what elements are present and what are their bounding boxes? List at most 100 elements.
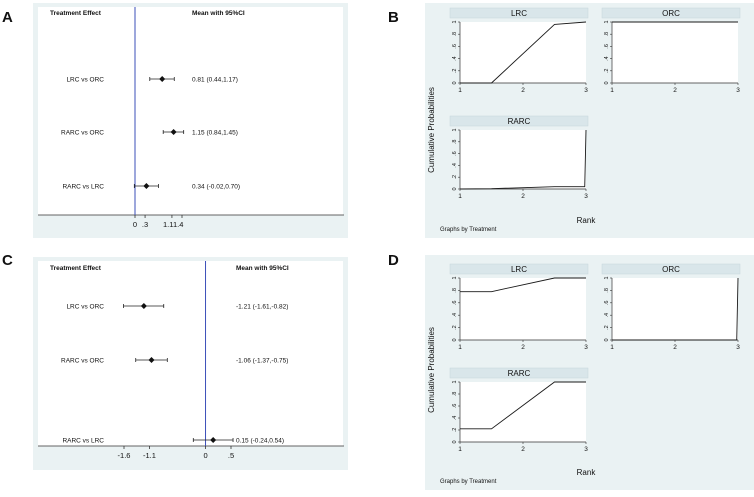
rank-x-tick-label: 2 [521,87,525,94]
rank-x-tick-label: 2 [521,193,525,200]
forest-plot-a: Treatment Effect Mean with 95%CI LRC vs OR… [33,3,348,238]
forest-row-label: LRC vs ORC [66,77,104,84]
forest-tick-label: 0 [133,220,137,229]
forest-point-estimate [143,183,150,189]
rank-subplot-strip [601,263,741,275]
rank-y-tick-label: .4 [452,313,458,318]
rank-y-tick-label: .2 [452,325,458,330]
forest-row-ci-text: 0.34 (-0.02,0.70) [192,184,240,191]
forest-header-effect: Treatment Effect [50,10,102,17]
rank-y-tick-label: 0 [604,338,610,341]
rank-x-tick-label: 1 [610,344,614,351]
rank-subplot-area [460,22,586,83]
forest-header-ci: Mean with 95%CI [236,265,289,272]
rank-subplot-title: ORC [662,9,680,18]
rank-y-tick-label: 1 [452,276,458,279]
rank-plot-d: Cumulative Probabilities LRC 0 .2 .4 .6 .8 1 1 2 3… [425,255,754,490]
rank-subplot-strip [449,115,589,127]
rank-x-tick-label: 3 [736,87,740,94]
forest-plot-area [38,261,343,446]
rank-subplot-strip [449,263,589,275]
rank-subplot-area [460,382,586,442]
rank-y-tick-label: .4 [452,163,458,168]
forest-row-label: RARC vs LRC [62,438,104,445]
forest-tick-label: .5 [228,451,234,460]
rank-subplot-strip [601,7,741,19]
rank-y-tick-label: .4 [452,416,458,421]
rank-y-tick-label: .8 [604,32,610,37]
rank-y-tick-label: 0 [452,187,458,190]
rank-y-tick-label: .6 [604,44,610,49]
forest-tick-label: -1.6 [118,451,131,460]
rank-y-tick-label: .6 [604,301,610,306]
panel-letter-c: C [2,252,13,269]
rank-x-tick-label: 2 [521,446,525,453]
rank-y-tick-label: .6 [452,301,458,306]
forest-row-label: RARC vs LRC [62,184,104,191]
rank-x-tick-label: 2 [521,344,525,351]
rank-y-tick-label: .8 [452,140,458,145]
rank-y-tick-label: 1 [604,276,610,279]
rank-x-tick-label: 3 [736,344,740,351]
rank-subplot-title: ORC [662,265,680,274]
rank-y-tick-label: .6 [452,404,458,409]
rank-x-tick-label: 1 [458,344,462,351]
forest-point-estimate [159,76,166,82]
forest-row-ci-text: 1.15 (0.84,1.45) [192,130,238,137]
rank-x-tick-label: 1 [458,446,462,453]
panel-letter-a: A [2,9,13,26]
rank-x-tick-label: 1 [610,87,614,94]
rank-footnote: Graphs by Treatment [440,479,497,485]
rank-x-tick-label: 3 [584,87,588,94]
forest-row-label: RARC vs ORC [61,358,104,365]
rank-y-axis-title: Cumulative Probabilities [427,327,436,413]
forest-point-estimate [148,357,155,363]
rank-x-tick-label: 3 [584,193,588,200]
rank-x-tick-label: 2 [673,344,677,351]
rank-y-tick-label: 0 [452,81,458,84]
forest-row-ci-text: 0.81 (0.44,1.17) [192,77,238,84]
forest-point-estimate [170,129,177,135]
rank-subplot-area [612,278,738,340]
forest-tick-label: 1.4 [173,220,183,229]
panel-letter-d: D [388,252,399,269]
forest-tick-label: 1.1 [163,220,173,229]
forest-row-label: RARC vs ORC [61,130,104,137]
rank-y-tick-label: .4 [604,313,610,318]
rank-subplot-title: RARC [508,117,531,126]
rank-y-tick-label: .4 [604,56,610,61]
rank-y-tick-label: .4 [452,56,458,61]
rank-y-tick-label: 1 [452,128,458,131]
rank-series-line [460,21,587,84]
rank-subplot-title: LRC [511,265,527,274]
rank-y-tick-label: .8 [452,392,458,397]
forest-header-ci: Mean with 95%CI [192,10,245,17]
rank-series-line [460,381,586,430]
rank-y-tick-label: .8 [452,288,458,293]
rank-y-tick-label: 1 [452,380,458,383]
rank-y-tick-label: .8 [452,32,458,37]
rank-plot-b: Cumulative Probabilities LRC 0 .2 .4 .6 .8 1 1 2 3… [425,3,754,238]
rank-y-tick-label: .2 [452,175,458,180]
forest-header-effect: Treatment Effect [50,265,102,272]
rank-y-tick-label: .6 [452,151,458,156]
rank-series-line [460,277,586,293]
forest-row-label: LRC vs ORC [66,304,104,311]
rank-y-tick-label: 0 [452,440,458,443]
rank-x-tick-label: 1 [458,193,462,200]
rank-subplot-area [460,278,586,340]
rank-subplot-strip [449,7,589,19]
rank-x-axis-title: Rank [577,468,597,477]
rank-y-tick-label: .6 [452,44,458,49]
forest-plot-c: Treatment Effect Mean with 95%CI LRC vs OR… [33,257,348,470]
forest-plot-area [38,7,343,215]
rank-footnote: Graphs by Treatment [440,227,497,233]
rank-y-tick-label: .2 [452,69,458,74]
rank-x-tick-label: 3 [584,344,588,351]
rank-subplot-strip [449,367,589,379]
rank-y-tick-label: .2 [604,69,610,74]
panel-letter-b: B [388,9,399,26]
rank-y-tick-label: .2 [604,325,610,330]
rank-x-tick-label: 1 [458,87,462,94]
